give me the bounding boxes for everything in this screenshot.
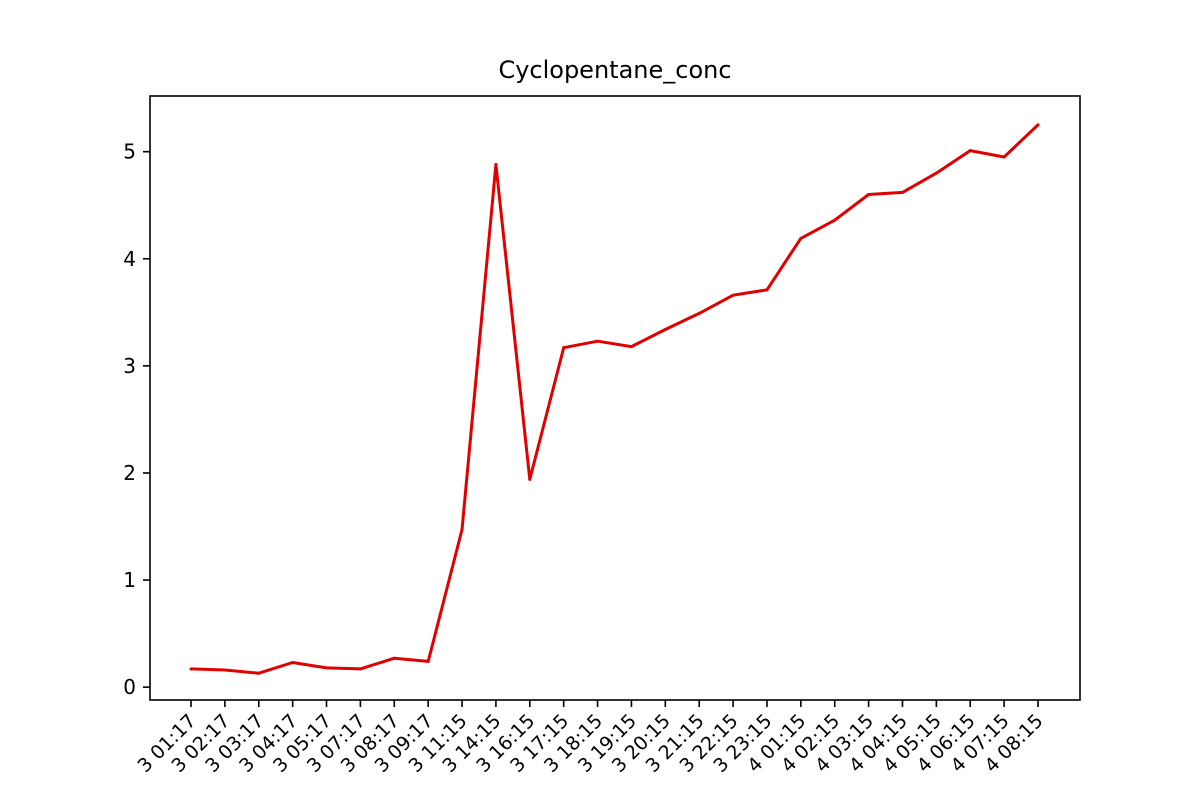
data-point [392, 656, 396, 660]
x-axis: 3 01:173 02:173 03:173 04:173 05:173 07:… [133, 700, 1048, 777]
series-line-0 [190, 123, 1040, 675]
y-tick-label: 4 [123, 247, 136, 271]
data-point [426, 659, 430, 663]
chart-title: Cyclopentane_conc [498, 56, 731, 84]
data-point [460, 528, 464, 532]
plot-frame [149, 95, 1081, 701]
data-point [291, 661, 295, 665]
data-point [867, 193, 871, 197]
data-point [629, 345, 633, 349]
data-point [765, 288, 769, 292]
data-point [934, 171, 938, 175]
y-tick-label: 0 [123, 675, 136, 699]
y-tick-label: 3 [123, 354, 136, 378]
data-point [968, 149, 972, 153]
data-point [223, 668, 227, 672]
data-point [562, 346, 566, 350]
data-point [697, 311, 701, 315]
data-point [494, 163, 498, 167]
data-point [358, 667, 362, 671]
data-point [663, 327, 667, 331]
y-tick-label: 5 [123, 140, 136, 164]
data-point [189, 667, 193, 671]
data-point [799, 236, 803, 240]
data-point [900, 190, 904, 194]
series-group [189, 123, 1040, 675]
data-point [1002, 155, 1006, 159]
data-point [731, 293, 735, 297]
data-point [257, 671, 261, 675]
data-point [596, 339, 600, 343]
y-axis: 0 1 2 3 4 5 [123, 140, 150, 699]
data-point [325, 666, 329, 670]
data-point [1036, 123, 1040, 127]
data-point [833, 218, 837, 222]
data-point [528, 477, 532, 481]
y-tick-label: 2 [123, 461, 136, 485]
y-tick-label: 1 [123, 568, 136, 592]
